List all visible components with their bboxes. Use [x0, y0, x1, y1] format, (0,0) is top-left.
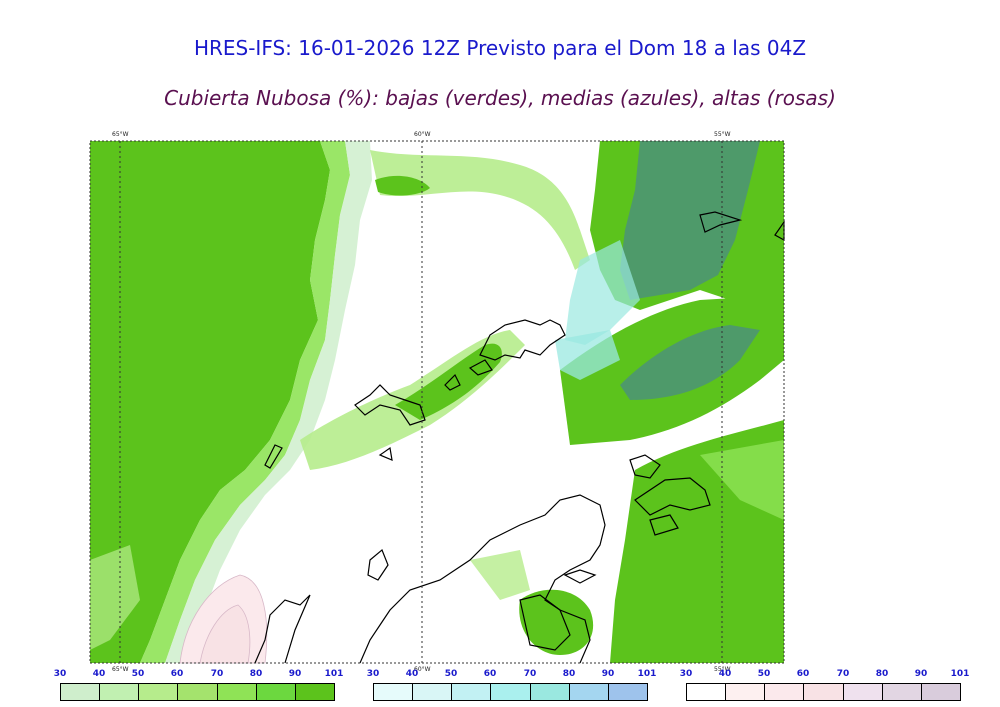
- low-cloud-south-island: [519, 589, 594, 655]
- colorbar-swatch: [726, 684, 766, 700]
- colorbar-high-ticks: 30 40 50 60 70 80 90 101: [680, 669, 970, 681]
- tick-label: 80: [875, 669, 889, 679]
- lon-label-bottom-60w: 60°W: [414, 666, 431, 673]
- tick-label: 90: [601, 669, 615, 679]
- tick-label: 101: [324, 669, 344, 679]
- colorbar-swatch: [608, 684, 647, 700]
- low-cloud-north-band: [370, 150, 590, 270]
- high-cloud-southwest-core: [199, 604, 251, 664]
- low-cloud-south-fringe: [470, 550, 530, 600]
- colorbar-swatch: [921, 684, 960, 700]
- tick-label: 60: [796, 669, 810, 679]
- colorbar-low-ticks: 30 40 50 60 70 80 90 101: [54, 669, 344, 681]
- tick-label: 80: [562, 669, 576, 679]
- tick-label: 101: [950, 669, 970, 679]
- tick-label: 60: [483, 669, 497, 679]
- chart-title: HRES-IFS: 16-01-2026 12Z Previsto para e…: [193, 36, 807, 60]
- low-cloud-north-core: [375, 175, 430, 196]
- low-cloud-west-fringe: [165, 141, 372, 663]
- colorbar-swatch: [256, 684, 296, 700]
- low-cloud-west-edge: [140, 141, 350, 663]
- tick-label: 40: [92, 669, 106, 679]
- tick-label: 101: [637, 669, 657, 679]
- tick-label: 90: [914, 669, 928, 679]
- lon-label-bottom-55w: 55°W: [714, 666, 731, 673]
- tick-label: 50: [444, 669, 458, 679]
- colorbar-mid-cloud: [373, 683, 648, 701]
- colorbar-swatch: [374, 684, 414, 700]
- tick-label: 80: [249, 669, 263, 679]
- mid-cloud-east-fringe: [555, 330, 620, 380]
- coastlines: [254, 211, 785, 664]
- colorbar-swatch: [139, 684, 179, 700]
- colorbar-swatch: [295, 684, 334, 700]
- mid-cloud-east-core: [620, 325, 760, 400]
- colorbar-swatch: [452, 684, 492, 700]
- tick-label: 70: [523, 669, 537, 679]
- colorbar-low-cloud: [60, 683, 335, 701]
- colorbar-swatch: [882, 684, 922, 700]
- chart-subtitle: Cubierta Nubosa (%): bajas (verdes), med…: [164, 86, 836, 110]
- tick-label: 70: [210, 669, 224, 679]
- mid-cloud-northeast-fringe: [565, 240, 640, 345]
- tick-label: 50: [757, 669, 771, 679]
- colorbar-swatch: [491, 684, 531, 700]
- colorbar-swatch: [100, 684, 140, 700]
- tick-label: 30: [679, 669, 693, 679]
- tick-label: 30: [366, 669, 380, 679]
- tick-label: 90: [288, 669, 302, 679]
- colorbar-swatch: [843, 684, 883, 700]
- tick-label: 60: [170, 669, 184, 679]
- colorbar-swatch: [765, 684, 805, 700]
- colorbar-swatch: [61, 684, 101, 700]
- colorbar-swatch: [569, 684, 609, 700]
- low-cloud-southeast-fringe: [700, 440, 784, 520]
- tick-label: 40: [718, 669, 732, 679]
- colorbar-swatch: [530, 684, 570, 700]
- colorbar-swatch: [804, 684, 844, 700]
- lon-label-bottom-65w: 65°W: [112, 666, 129, 673]
- low-cloud-west: [90, 141, 330, 663]
- colorbar-high-cloud: [686, 683, 961, 701]
- colorbar-swatch: [413, 684, 453, 700]
- lon-label-65w: 65°W: [112, 131, 129, 138]
- colorbar-swatch: [687, 684, 727, 700]
- mid-cloud-northeast-core: [620, 141, 760, 300]
- tick-label: 30: [53, 669, 67, 679]
- meridian-lines: [119, 141, 723, 663]
- lon-label-60w: 60°W: [414, 131, 431, 138]
- colorbar-swatch: [178, 684, 218, 700]
- tick-label: 50: [131, 669, 145, 679]
- lon-label-55w: 55°W: [714, 131, 731, 138]
- tick-label: 70: [836, 669, 850, 679]
- colorbar-swatch: [217, 684, 257, 700]
- tick-label: 40: [405, 669, 419, 679]
- scattered-cloud-southwest: [90, 545, 140, 650]
- colorbar-mid-ticks: 30 40 50 60 70 80 90 101: [367, 669, 657, 681]
